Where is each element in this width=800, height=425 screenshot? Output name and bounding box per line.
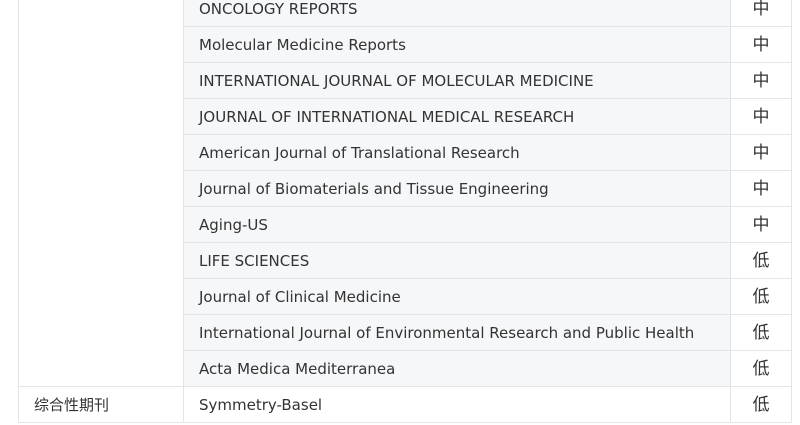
journal-cell: Journal of Biomaterials and Tissue Engin… (183, 171, 730, 207)
level-cell: 中 (730, 27, 792, 63)
level-cell: 低 (730, 315, 792, 351)
level-cell: 低 (730, 243, 792, 279)
level-cell: 中 (730, 63, 792, 99)
journal-cell: International Journal of Environmental R… (183, 315, 730, 351)
journal-cell: Aging-US (183, 207, 730, 243)
category-cell: 综合性期刊 (18, 387, 183, 423)
journal-cell: LIFE SCIENCES (183, 243, 730, 279)
journal-cell: Journal of Clinical Medicine (183, 279, 730, 315)
level-cell: 低 (730, 279, 792, 315)
journal-cell: Acta Medica Mediterranea (183, 351, 730, 387)
journal-cell: INTERNATIONAL JOURNAL OF MOLECULAR MEDIC… (183, 63, 730, 99)
level-cell: 中 (730, 0, 792, 27)
level-cell: 中 (730, 99, 792, 135)
journal-cell: ONCOLOGY REPORTS (183, 0, 730, 27)
category-cell (18, 0, 183, 387)
level-cell: 低 (730, 351, 792, 387)
journal-cell: Molecular Medicine Reports (183, 27, 730, 63)
level-cell: 低 (730, 387, 792, 423)
level-cell: 中 (730, 171, 792, 207)
journal-cell: Symmetry-Basel (183, 387, 730, 423)
journal-cell: JOURNAL OF INTERNATIONAL MEDICAL RESEARC… (183, 99, 730, 135)
journal-cell: American Journal of Translational Resear… (183, 135, 730, 171)
level-cell: 中 (730, 135, 792, 171)
level-cell: 中 (730, 207, 792, 243)
